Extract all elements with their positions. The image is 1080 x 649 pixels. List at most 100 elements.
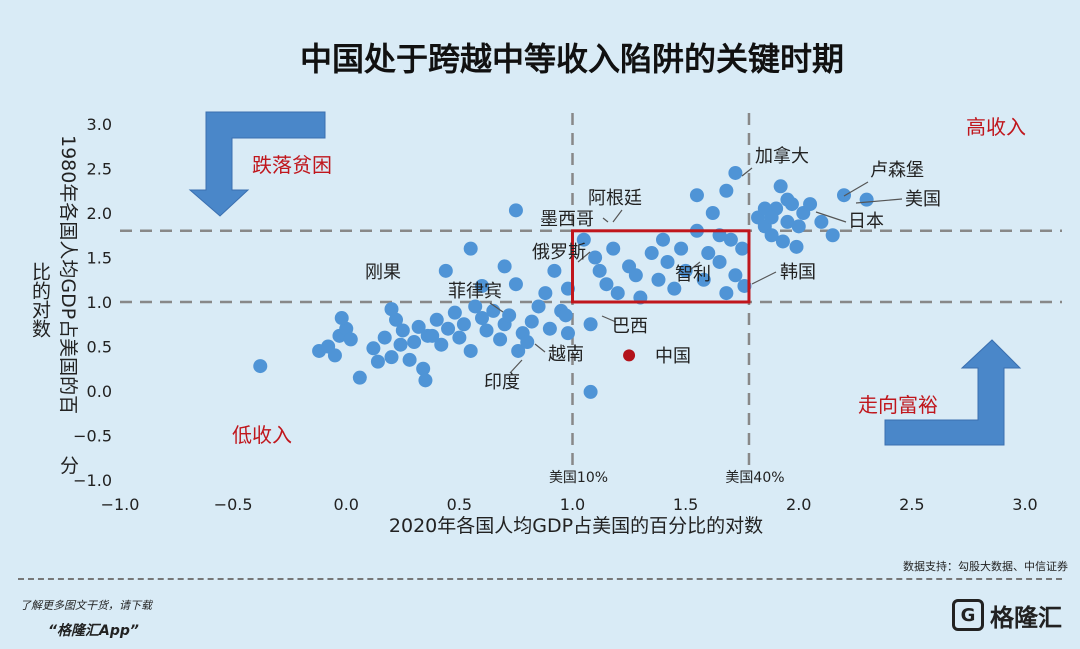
x-tick-label: −0.5 <box>214 495 253 514</box>
data-point <box>456 317 471 332</box>
data-point <box>370 354 385 369</box>
leader-line <box>843 181 869 197</box>
country-label: 韩国 <box>780 262 816 283</box>
country-label: 越南 <box>548 344 584 365</box>
data-point <box>416 361 431 376</box>
data-point <box>327 348 342 363</box>
data-point <box>418 373 433 388</box>
data-point <box>705 206 720 220</box>
data-point <box>497 259 512 274</box>
country-label: 美国 <box>905 189 941 210</box>
data-point <box>628 268 643 283</box>
quadrant-label-top-left: 跌落贫困 <box>252 153 332 177</box>
data-point <box>366 341 381 356</box>
country-label: 日本 <box>848 211 884 232</box>
leader-line <box>489 302 504 313</box>
data-point <box>735 241 750 256</box>
data-point <box>463 343 478 358</box>
data-point <box>538 286 553 301</box>
data-point <box>689 188 704 203</box>
country-label: 加拿大 <box>755 145 809 167</box>
x-tick-label: 0.5 <box>447 495 472 514</box>
brand-name: 格隆汇 <box>990 603 1062 632</box>
quadrant-label-top-right: 高收入 <box>966 115 1026 139</box>
data-point <box>780 192 795 207</box>
y-tick-label: 3.0 <box>87 115 112 134</box>
data-point <box>468 299 483 314</box>
data-point <box>728 268 743 283</box>
data-point <box>441 321 456 336</box>
data-point <box>395 323 410 338</box>
y-tick-label: 0.5 <box>87 338 112 357</box>
data-point <box>728 165 743 180</box>
data-point <box>592 263 607 278</box>
footer-download-text: 了解更多图文干货，请下载 <box>20 599 152 612</box>
data-point <box>764 228 779 243</box>
data-point <box>719 183 734 198</box>
data-point <box>780 214 795 229</box>
footer-app-name: “格隆汇App” <box>48 623 139 639</box>
data-point <box>425 328 440 343</box>
data-point <box>463 241 478 256</box>
leader-line <box>534 343 546 353</box>
country-label: 阿根廷 <box>588 188 642 209</box>
data-point <box>558 308 573 323</box>
data-point <box>447 305 462 320</box>
data-point <box>334 311 349 326</box>
data-point <box>723 232 738 247</box>
leader-line <box>612 209 623 223</box>
leader-line <box>602 217 609 223</box>
data-point <box>524 314 539 329</box>
source-note: 数据支持：勾股大数据、中信证券 <box>903 559 1068 573</box>
data-point <box>644 246 659 261</box>
y-tick-label: −0.5 <box>73 427 112 446</box>
data-point <box>343 332 358 347</box>
x-tick-labels: −1.0 −0.5 0.0 0.5 1.0 1.5 2.0 2.5 3.0 <box>101 495 1038 514</box>
arrow-up-right-icon <box>884 339 1022 446</box>
data-point <box>511 343 526 358</box>
country-label: 墨西哥 <box>540 209 594 230</box>
arrow-down-left-icon <box>188 111 326 217</box>
china-point <box>623 349 636 362</box>
brand-logo: G 格隆汇 <box>952 598 1062 632</box>
x-tick-label: 1.0 <box>560 495 585 514</box>
data-point <box>764 210 779 225</box>
data-point <box>438 263 453 278</box>
y-axis-label-part1: 1980年各国人均GDP占美国的百 <box>57 135 79 414</box>
leader-line <box>815 211 847 223</box>
data-point <box>610 286 625 301</box>
data-point <box>542 321 557 336</box>
data-point <box>508 277 523 292</box>
data-point <box>384 350 399 365</box>
data-point <box>583 317 598 332</box>
chart-title: 中国处于跨越中等收入陷阱的关键时期 <box>300 40 844 78</box>
data-point <box>814 214 829 229</box>
data-point <box>674 241 689 256</box>
country-label: 刚果 <box>365 262 401 283</box>
data-point <box>493 332 508 347</box>
y-tick-label: 1.5 <box>87 249 112 268</box>
data-point <box>696 272 711 287</box>
leader-line <box>741 167 753 177</box>
data-point <box>434 337 449 352</box>
brand-g-icon: G <box>952 599 984 631</box>
country-label: 智利 <box>675 264 711 285</box>
quadrant-label-bottom-left: 低收入 <box>232 423 292 447</box>
data-point <box>520 335 535 350</box>
y-axis-label-part3: 分 <box>60 455 79 477</box>
data-point <box>502 308 517 323</box>
data-point <box>803 197 818 212</box>
x-tick-label: −1.0 <box>101 495 140 514</box>
data-point <box>678 263 693 278</box>
leader-line <box>601 315 617 323</box>
ref-line-label-1: 美国40% <box>725 470 784 486</box>
y-tick-labels: 3.0 2.5 2.0 1.5 1.0 0.5 0.0 −0.5 −1.0 <box>73 115 112 490</box>
data-point <box>667 281 682 296</box>
data-point <box>560 326 575 341</box>
data-point <box>508 203 523 218</box>
data-point <box>660 254 675 269</box>
data-point <box>719 286 734 301</box>
data-point <box>393 337 408 352</box>
y-axis-label-part2: 比的对数 <box>29 262 51 338</box>
